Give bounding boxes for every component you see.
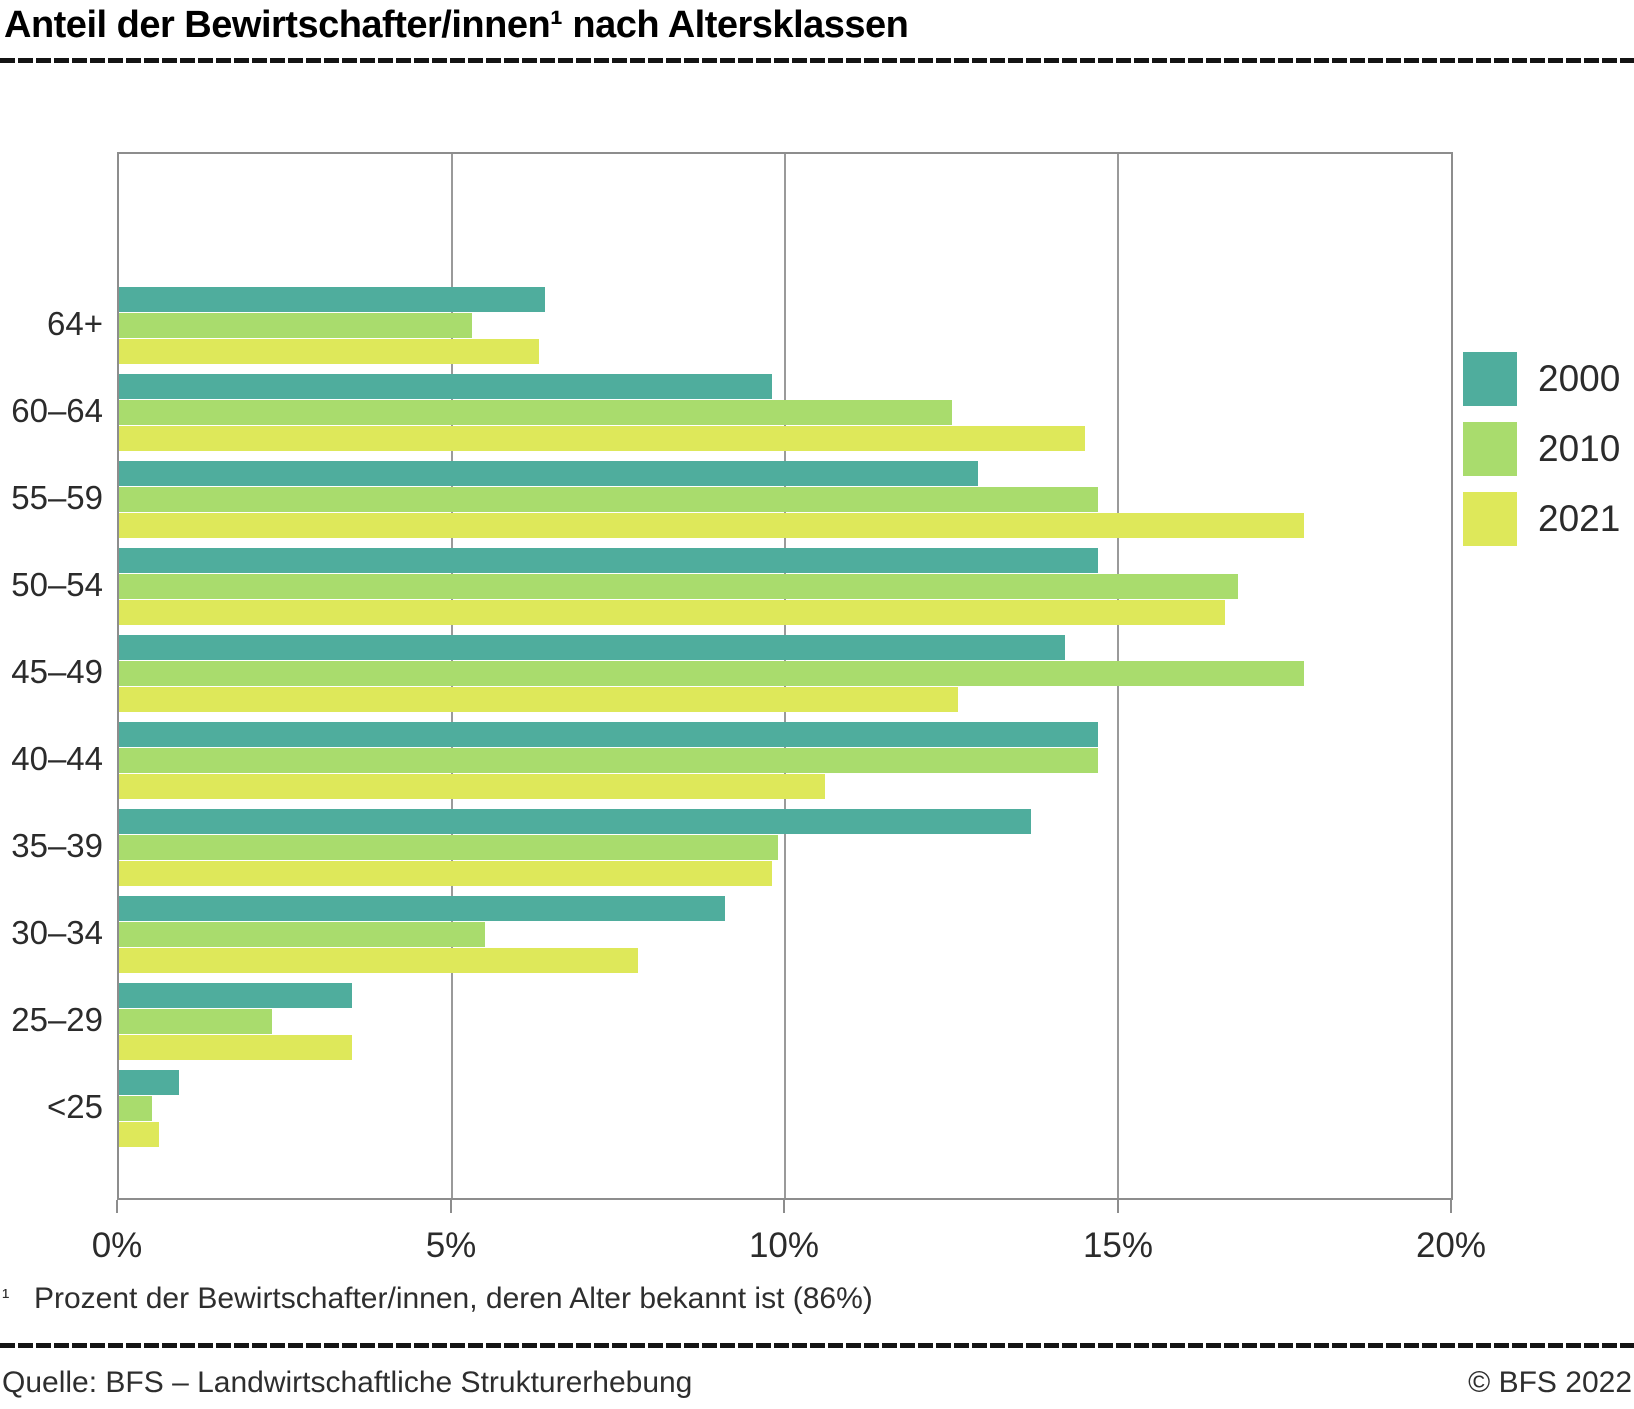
bar-group-<25 bbox=[119, 1070, 1451, 1147]
y-axis-label-60–64: 60–64 bbox=[11, 392, 103, 429]
bar-2021-25–29 bbox=[119, 1035, 352, 1060]
bar-2000-35–39 bbox=[119, 809, 1031, 834]
bar-group-55–59 bbox=[119, 461, 1451, 538]
bar-2021-<25 bbox=[119, 1122, 159, 1147]
bar-2010-64+ bbox=[119, 313, 472, 338]
copyright-text: © BFS 2022 bbox=[1468, 1366, 1632, 1399]
y-axis-label-50–54: 50–54 bbox=[11, 566, 103, 603]
bar-2000-25–29 bbox=[119, 983, 352, 1008]
y-axis-label-40–44: 40–44 bbox=[11, 740, 103, 777]
footnote-text: Prozent der Bewirtschafter/innen, deren … bbox=[34, 1282, 873, 1315]
x-tick-mark-5% bbox=[450, 1200, 452, 1213]
bar-2000-40–44 bbox=[119, 722, 1098, 747]
bar-2010-60–64 bbox=[119, 400, 952, 425]
bar-2000-55–59 bbox=[119, 461, 978, 486]
title-underline bbox=[0, 58, 1634, 63]
bar-2021-45–49 bbox=[119, 687, 958, 712]
bar-2021-55–59 bbox=[119, 513, 1304, 538]
legend-item-2010: 2010 bbox=[1463, 422, 1620, 476]
bar-group-50–54 bbox=[119, 548, 1451, 625]
x-axis-label-10%: 10% bbox=[748, 1226, 820, 1265]
bar-group-40–44 bbox=[119, 722, 1451, 799]
bar-group-25–29 bbox=[119, 983, 1451, 1060]
bar-2010-40–44 bbox=[119, 748, 1098, 773]
bar-2021-50–54 bbox=[119, 600, 1225, 625]
x-axis-label-5%: 5% bbox=[425, 1226, 477, 1265]
y-axis-label-25–29: 25–29 bbox=[11, 1001, 103, 1038]
x-tick-mark-0% bbox=[116, 1200, 118, 1213]
bars-layer bbox=[119, 154, 1451, 1198]
y-axis-label-45–49: 45–49 bbox=[11, 653, 103, 690]
bar-2000-64+ bbox=[119, 287, 545, 312]
bar-2010-50–54 bbox=[119, 574, 1238, 599]
source-row: Quelle: BFS – Landwirtschaftliche Strukt… bbox=[2, 1366, 1632, 1400]
legend-label-2021: 2021 bbox=[1538, 498, 1621, 539]
bar-2010-45–49 bbox=[119, 661, 1304, 686]
bar-2010-25–29 bbox=[119, 1009, 272, 1034]
legend-swatch-2000 bbox=[1463, 352, 1517, 406]
legend-label-2010: 2010 bbox=[1538, 428, 1621, 469]
legend-label-2000: 2000 bbox=[1538, 358, 1621, 399]
y-axis-label-35–39: 35–39 bbox=[11, 827, 103, 864]
bar-2000-<25 bbox=[119, 1070, 179, 1095]
chart-legend: 2000 2010 2021 bbox=[1463, 352, 1620, 562]
y-axis-label-30–34: 30–34 bbox=[11, 914, 103, 951]
chart-plot-area bbox=[117, 152, 1453, 1200]
bar-2000-30–34 bbox=[119, 896, 725, 921]
legend-swatch-2010 bbox=[1463, 422, 1517, 476]
legend-swatch-2021 bbox=[1463, 492, 1517, 546]
footnote-marker: ¹ bbox=[2, 1284, 10, 1309]
bar-2021-35–39 bbox=[119, 861, 772, 886]
x-axis-label-0%: 0% bbox=[91, 1226, 143, 1265]
page-title: Anteil der Bewirtschafter/innen¹ nach Al… bbox=[4, 4, 909, 46]
bar-group-45–49 bbox=[119, 635, 1451, 712]
x-tick-mark-15% bbox=[1117, 1200, 1119, 1213]
x-tick-mark-10% bbox=[783, 1200, 785, 1213]
bar-2010-55–59 bbox=[119, 487, 1098, 512]
chart-footnote: ¹ Prozent der Bewirtschafter/innen, deren… bbox=[2, 1282, 1502, 1316]
bar-group-60–64 bbox=[119, 374, 1451, 451]
y-axis-label-55–59: 55–59 bbox=[11, 479, 103, 516]
x-tick-mark-20% bbox=[1450, 1200, 1452, 1213]
bar-2010-<25 bbox=[119, 1096, 152, 1121]
y-axis-label-<25: <25 bbox=[47, 1088, 103, 1125]
legend-item-2021: 2021 bbox=[1463, 492, 1620, 546]
x-axis-label-20%: 20% bbox=[1415, 1226, 1487, 1265]
bar-2021-60–64 bbox=[119, 426, 1085, 451]
bar-group-35–39 bbox=[119, 809, 1451, 886]
bar-2000-50–54 bbox=[119, 548, 1098, 573]
bar-2021-64+ bbox=[119, 339, 539, 364]
legend-item-2000: 2000 bbox=[1463, 352, 1620, 406]
bar-group-30–34 bbox=[119, 896, 1451, 973]
source-text: Quelle: BFS – Landwirtschaftliche Strukt… bbox=[2, 1366, 693, 1399]
y-axis-labels: 64+ 60–64 55–59 50–54 45–49 40–44 35–39 30–34 25… bbox=[0, 152, 103, 1200]
bar-2021-30–34 bbox=[119, 948, 638, 973]
bar-2010-35–39 bbox=[119, 835, 778, 860]
bar-2000-60–64 bbox=[119, 374, 772, 399]
bar-2021-40–44 bbox=[119, 774, 825, 799]
footer-rule bbox=[0, 1343, 1634, 1348]
bar-2010-30–34 bbox=[119, 922, 485, 947]
bar-2000-45–49 bbox=[119, 635, 1065, 660]
x-axis-label-15%: 15% bbox=[1082, 1226, 1154, 1265]
y-axis-label-64+: 64+ bbox=[47, 305, 103, 342]
bar-group-64+ bbox=[119, 287, 1451, 364]
